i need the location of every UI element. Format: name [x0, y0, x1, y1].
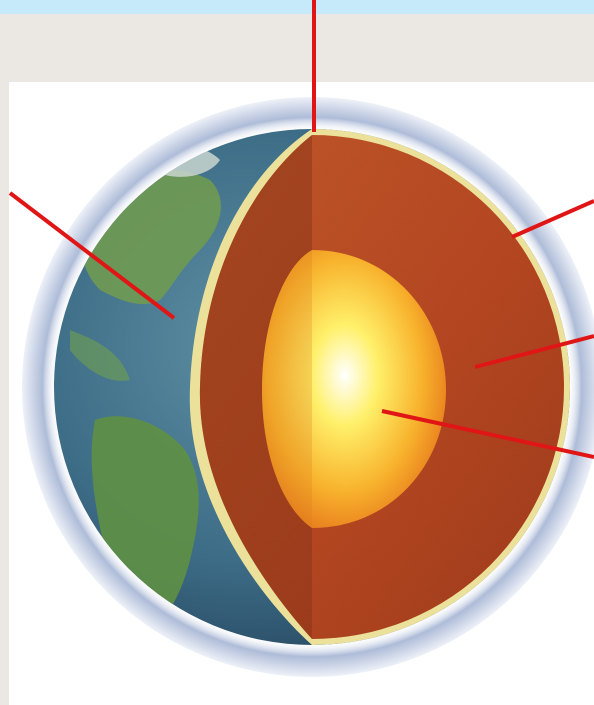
pointer-line-right-lower: [381, 409, 594, 459]
pointer-line-right-upper: [511, 199, 594, 239]
core-shadow: [262, 250, 312, 528]
pointer-lines: [8, 0, 594, 459]
top-band: [0, 0, 594, 14]
pointer-line-left: [8, 191, 176, 320]
pointer-line-right-middle: [474, 334, 594, 369]
core-layer: [262, 250, 446, 528]
